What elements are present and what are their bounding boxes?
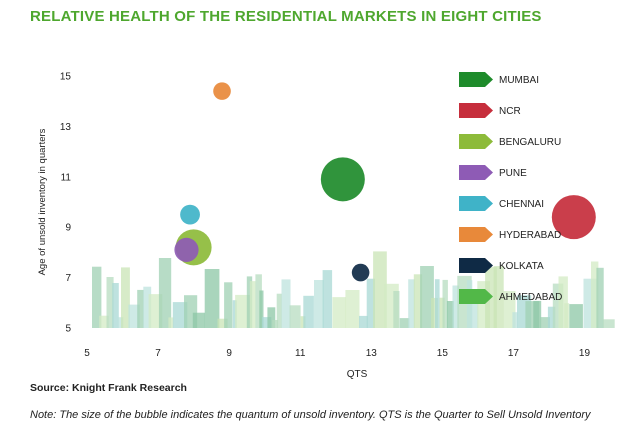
y-tick-label: 13 bbox=[60, 122, 72, 133]
x-tick-label: 15 bbox=[437, 348, 449, 359]
x-tick-label: 5 bbox=[84, 348, 90, 359]
legend-swatch-kolkata bbox=[459, 258, 493, 273]
legend-swatch-ahmedabad bbox=[459, 289, 493, 304]
legend-label-mumbai: MUMBAI bbox=[499, 75, 539, 86]
x-tick-label: 7 bbox=[155, 348, 161, 359]
x-tick-label: 19 bbox=[579, 348, 591, 359]
legend-label-hyderabad: HYDERABAD bbox=[499, 230, 561, 241]
legend-label-ncr: NCR bbox=[499, 106, 521, 117]
y-tick-label: 15 bbox=[60, 72, 72, 83]
x-tick-label: 13 bbox=[366, 348, 378, 359]
x-axis-label: QTS bbox=[347, 369, 368, 380]
chart-title: RELATIVE HEALTH OF THE RESIDENTIAL MARKE… bbox=[30, 8, 542, 25]
source-note: Source: Knight Frank Research bbox=[30, 382, 187, 394]
bubble-kolkata bbox=[351, 263, 370, 282]
bubble-chart: 5 7 9 11 13 15 5 7 9 11 13 15 17 19 MUMBAI NCR BENGALU… bbox=[37, 72, 615, 380]
y-tick-label: 9 bbox=[65, 223, 71, 234]
x-tick-label: 9 bbox=[226, 348, 232, 359]
legend-swatch-mumbai bbox=[459, 72, 493, 87]
legend-swatch-chennai bbox=[459, 196, 493, 211]
legend-swatch-pune bbox=[459, 165, 493, 180]
legend-label-kolkata: KOLKATA bbox=[499, 261, 544, 272]
y-tick-label: 7 bbox=[65, 273, 71, 284]
bubble-hyderabad bbox=[213, 82, 231, 100]
y-axis-label: Age of unsold inventory in quarters bbox=[37, 128, 48, 275]
bubble-ncr bbox=[551, 195, 596, 240]
y-tick-label: 11 bbox=[61, 172, 72, 183]
footnote: Note: The size of the bubble indicates t… bbox=[30, 409, 591, 421]
bubble-chennai bbox=[180, 204, 200, 225]
y-tick-label: 5 bbox=[65, 324, 71, 335]
x-tick-label: 17 bbox=[508, 348, 520, 359]
legend-label-chennai: CHENNAI bbox=[499, 199, 544, 210]
legend-label-pune: PUNE bbox=[499, 168, 527, 179]
legend-label-ahmedabad: AHMEDABAD bbox=[499, 292, 562, 303]
legend-swatch-hyderabad bbox=[459, 227, 493, 242]
legend-swatch-ncr bbox=[459, 103, 493, 118]
legend-swatch-bengaluru bbox=[459, 134, 493, 149]
x-tick-label: 11 bbox=[295, 348, 306, 359]
legend-label-bengaluru: BENGALURU bbox=[499, 137, 561, 148]
bubble-mumbai bbox=[320, 157, 365, 202]
bubble-pune bbox=[174, 237, 199, 262]
